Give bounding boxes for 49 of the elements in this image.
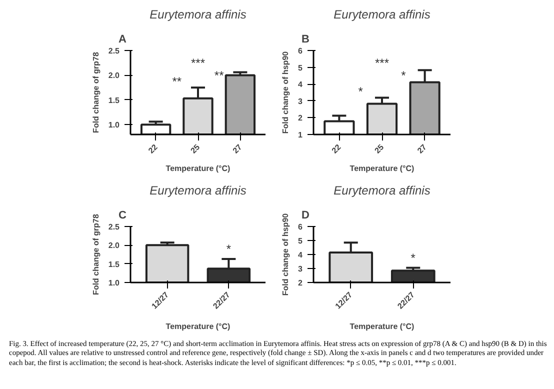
annotation: ** bbox=[172, 74, 182, 88]
annotation: * bbox=[226, 242, 232, 256]
annotation: *** bbox=[190, 56, 206, 70]
y-tick-label: 2.5 bbox=[108, 222, 120, 232]
annotation: * bbox=[401, 68, 406, 82]
x-axis-title: Temperature (°C) bbox=[350, 164, 415, 174]
text: B bbox=[302, 34, 310, 46]
y-axis-title: Fold change of hsp90 bbox=[281, 50, 290, 134]
y-tick-label: 1.0 bbox=[108, 278, 120, 288]
y-tick-label: 6 bbox=[298, 46, 304, 56]
y-tick-label: 3 bbox=[298, 264, 304, 274]
text: A bbox=[118, 34, 126, 46]
y-tick-label: 2.0 bbox=[108, 71, 120, 80]
x-axis-title: Temperature (°C) bbox=[166, 322, 231, 332]
y-tick-label: 2 bbox=[298, 114, 304, 123]
x-tick-label: 22 bbox=[146, 142, 160, 156]
chart-title: Eurytemora affinis bbox=[334, 184, 430, 198]
y-axis-title: Fold change of hsp90 bbox=[281, 212, 290, 296]
y-tick-label: 1 bbox=[298, 130, 304, 140]
y-tick-label: 4 bbox=[298, 250, 304, 260]
y-tick-label: 5 bbox=[298, 236, 304, 246]
text: C bbox=[118, 210, 126, 222]
text: D bbox=[302, 210, 310, 222]
annotation: ** bbox=[214, 68, 224, 82]
y-axis-title: Fold change of grp78 bbox=[91, 214, 100, 295]
y-tick-label: 2.0 bbox=[108, 241, 120, 250]
y-tick-label: 2 bbox=[298, 278, 304, 288]
x-tick-label: 22 bbox=[330, 142, 344, 156]
chart-title: Eurytemora affinis bbox=[334, 8, 430, 22]
y-tick-label: 1.5 bbox=[108, 96, 120, 105]
chart-title: Eurytemora affinis bbox=[150, 184, 246, 198]
y-tick-label: 3 bbox=[298, 96, 304, 106]
annotation: *** bbox=[374, 56, 390, 70]
y-tick-label: 5 bbox=[298, 63, 304, 72]
x-tick-label: 25 bbox=[372, 142, 386, 156]
annotation: * bbox=[358, 84, 364, 99]
y-tick-label: 2.5 bbox=[108, 46, 120, 56]
y-tick-label: 1.5 bbox=[108, 260, 120, 269]
chart-title: Eurytemora affinis bbox=[150, 8, 246, 22]
x-axis-title: Temperature (°C) bbox=[166, 164, 231, 174]
y-tick-label: 1.0 bbox=[108, 120, 120, 130]
x-tick-label: 25 bbox=[188, 142, 202, 156]
x-tick-label: 27 bbox=[416, 142, 429, 156]
y-axis-title: Fold change of grp78 bbox=[91, 52, 100, 133]
x-axis-title: Temperature (°C) bbox=[350, 322, 415, 332]
y-tick-label: 6 bbox=[298, 222, 304, 232]
annotation: * bbox=[410, 250, 416, 265]
x-tick-label: 27 bbox=[231, 142, 244, 156]
y-tick-label: 4 bbox=[298, 80, 304, 90]
